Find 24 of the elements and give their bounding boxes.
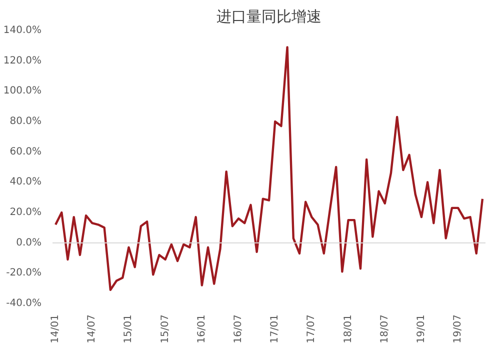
x-tick-label: 19/07 <box>452 314 464 344</box>
y-tick-label: 120.0% <box>3 55 42 66</box>
y-tick-label: 80.0% <box>10 116 42 127</box>
x-tick-label: 18/07 <box>379 314 390 344</box>
x-tick-label: 14/07 <box>86 314 98 344</box>
x-tick-label: 15/01 <box>123 314 134 344</box>
x-tick-label: 19/01 <box>416 314 427 344</box>
x-tick-label: 18/01 <box>342 314 354 344</box>
x-tick-label: 14/01 <box>50 314 62 344</box>
y-tick-label: -40.0% <box>6 298 42 309</box>
x-tick-label: 17/07 <box>306 314 318 344</box>
x-tick-label: 15/07 <box>160 314 171 344</box>
x-tick-label: 16/01 <box>196 314 208 344</box>
y-tick-label: 20.0% <box>10 207 42 218</box>
y-tick-label: 0.0% <box>16 237 42 248</box>
y-tick-label: 40.0% <box>10 176 42 188</box>
y-tick-label: 140.0% <box>3 25 42 36</box>
x-tick-label: 17/01 <box>270 314 281 344</box>
chart-title: 进口量同比增速 <box>216 8 322 26</box>
y-tick-label: -20.0% <box>6 268 42 279</box>
line-series <box>54 46 484 291</box>
y-tick-label: 60.0% <box>10 146 42 158</box>
x-tick-label: 16/07 <box>233 314 244 344</box>
y-tick-label: 100.0% <box>3 86 42 97</box>
